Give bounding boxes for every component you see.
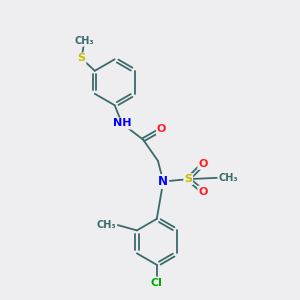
- Text: O: O: [198, 159, 208, 169]
- Text: O: O: [157, 124, 166, 134]
- Text: S: S: [184, 174, 192, 184]
- Text: N: N: [158, 175, 168, 188]
- Text: CH₃: CH₃: [97, 220, 116, 230]
- Text: S: S: [77, 53, 86, 63]
- Text: CH₃: CH₃: [75, 36, 94, 46]
- Text: O: O: [198, 187, 208, 196]
- Text: Cl: Cl: [151, 278, 163, 287]
- Text: NH: NH: [113, 118, 131, 128]
- Text: CH₃: CH₃: [218, 173, 238, 183]
